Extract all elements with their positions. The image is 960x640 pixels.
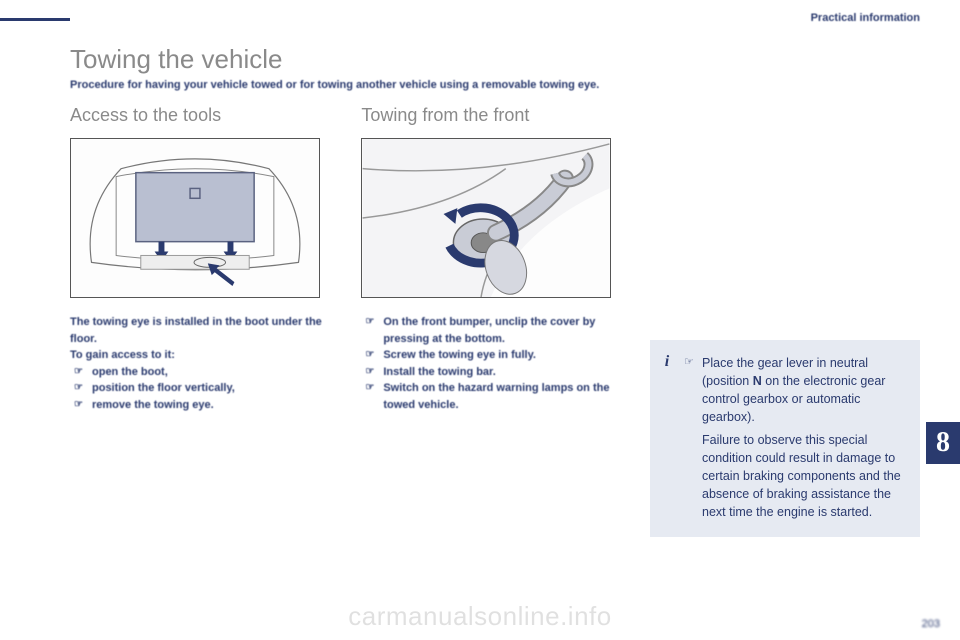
- figure-front-bumper-eye: [361, 138, 611, 298]
- col2-bullet: Switch on the hazard warning lamps on th…: [361, 380, 628, 413]
- header-accent-line: [0, 18, 70, 21]
- col1-para: The towing eye is installed in the boot …: [70, 314, 337, 347]
- col2-bullet: Screw the towing eye in fully.: [361, 347, 628, 364]
- col2-bullet: On the front bumper, unclip the cover by…: [361, 314, 628, 347]
- column-towing-front: Towing from the front: [361, 105, 628, 413]
- col1-bullet: open the boot,: [70, 364, 337, 381]
- page-title: Towing the vehicle: [70, 44, 920, 75]
- column-access-tools: Access to the tools: [70, 105, 337, 413]
- figure-boot-towing-eye: [70, 138, 320, 298]
- info-line2: Failure to observe this special conditio…: [702, 433, 901, 520]
- page-intro: Procedure for having your vehicle towed …: [70, 79, 920, 91]
- watermark: carmanualsonline.info: [0, 601, 960, 632]
- chapter-number-tab: 8: [926, 422, 960, 464]
- col1-body: The towing eye is installed in the boot …: [70, 314, 337, 413]
- col2-bullet: Install the towing bar.: [361, 364, 628, 381]
- col2-title: Towing from the front: [361, 105, 628, 126]
- col1-title: Access to the tools: [70, 105, 337, 126]
- info-bullet: Place the gear lever in neutral (positio…: [684, 354, 904, 521]
- col2-body: On the front bumper, unclip the cover by…: [361, 314, 628, 413]
- col1-lead: To gain access to it:: [70, 347, 337, 364]
- info-icon: i: [658, 350, 676, 368]
- info-bold-n: N: [753, 374, 762, 388]
- page-number: 203: [922, 618, 940, 630]
- info-box: i Place the gear lever in neutral (posit…: [650, 340, 920, 537]
- col1-bullet: position the floor vertically,: [70, 380, 337, 397]
- col1-bullet: remove the towing eye.: [70, 397, 337, 414]
- header-section-label: Practical information: [811, 12, 920, 24]
